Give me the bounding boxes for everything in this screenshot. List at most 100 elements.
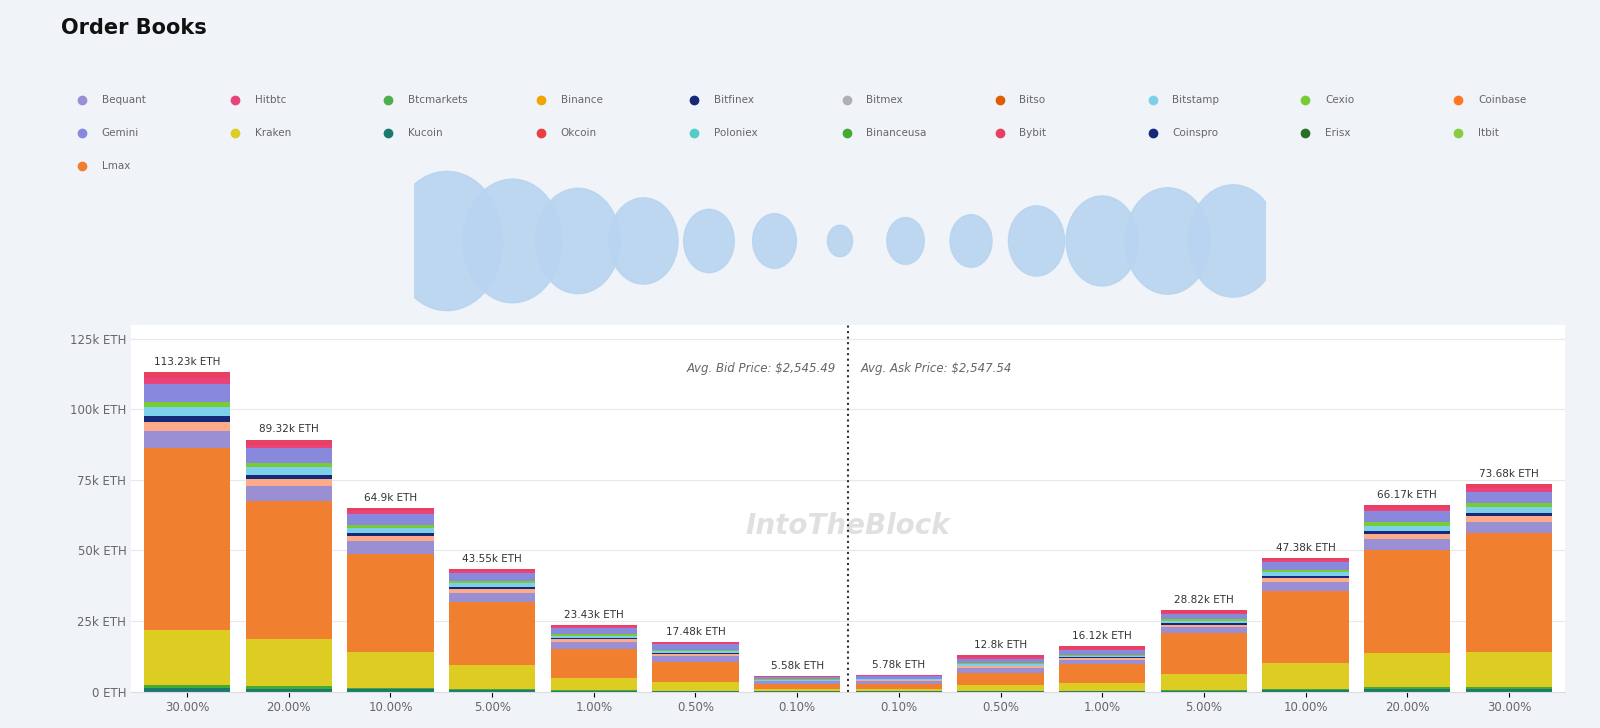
Bar (144, 422, 230, 430)
Bar (1466, 522, 1552, 533)
Bar (653, 662, 739, 682)
Bar (450, 690, 536, 692)
Ellipse shape (390, 171, 502, 311)
Bar (245, 448, 333, 463)
Text: Bybit: Bybit (1019, 128, 1046, 138)
Bar (653, 654, 739, 656)
Bar (450, 571, 536, 573)
Bar (144, 416, 230, 422)
Bar (1363, 687, 1451, 689)
Bar (653, 656, 739, 662)
Bar (450, 665, 536, 689)
Bar (957, 659, 1043, 663)
Bar (856, 676, 942, 678)
Text: 73.68k ETH: 73.68k ETH (1478, 469, 1539, 478)
Text: 16.12k ETH: 16.12k ETH (1072, 631, 1133, 641)
Bar (1262, 578, 1349, 582)
Bar (347, 541, 434, 554)
Bar (450, 587, 536, 589)
Text: 23.43k ETH: 23.43k ETH (563, 610, 624, 620)
Text: 28.82k ETH: 28.82k ETH (1174, 596, 1234, 605)
Text: Bitfinex: Bitfinex (714, 95, 754, 105)
Bar (1466, 516, 1552, 522)
Bar (450, 602, 536, 665)
Bar (754, 681, 840, 684)
Bar (1262, 591, 1349, 662)
Text: Btcmarkets: Btcmarkets (408, 95, 467, 105)
Bar (1262, 561, 1349, 569)
Text: Erisx: Erisx (1325, 128, 1350, 138)
Bar (245, 478, 333, 486)
Bar (1160, 620, 1246, 621)
Bar (1059, 656, 1146, 657)
Text: Cexio: Cexio (1325, 95, 1355, 105)
Text: Order Books: Order Books (61, 18, 206, 38)
Bar (1466, 488, 1552, 491)
Bar (550, 678, 637, 690)
Bar (347, 554, 434, 652)
Text: Bitso: Bitso (1019, 95, 1045, 105)
Bar (1160, 674, 1246, 690)
Text: Coinspro: Coinspro (1173, 128, 1218, 138)
Bar (1059, 683, 1146, 691)
Bar (1160, 613, 1246, 614)
Bar (1466, 687, 1552, 689)
Bar (1262, 689, 1349, 690)
Bar (957, 668, 1043, 673)
Bar (653, 643, 739, 644)
Bar (1059, 649, 1146, 650)
Ellipse shape (1189, 185, 1278, 297)
Bar (1363, 531, 1451, 534)
Bar (347, 525, 434, 528)
Ellipse shape (1008, 206, 1064, 276)
Text: 47.38k ETH: 47.38k ETH (1275, 543, 1336, 553)
Bar (1466, 483, 1552, 488)
Bar (957, 667, 1043, 668)
Bar (653, 650, 739, 652)
Bar (754, 677, 840, 679)
Ellipse shape (827, 225, 853, 257)
Bar (1363, 509, 1451, 511)
Bar (1059, 646, 1146, 649)
Bar (1160, 628, 1246, 633)
Text: Okcoin: Okcoin (560, 128, 597, 138)
Bar (1466, 513, 1552, 516)
Bar (1160, 610, 1246, 613)
Ellipse shape (950, 215, 992, 267)
Bar (245, 475, 333, 478)
Bar (347, 513, 434, 525)
Ellipse shape (462, 179, 562, 303)
Bar (1363, 511, 1451, 522)
Bar (653, 682, 739, 691)
Bar (653, 653, 739, 654)
Bar (1262, 576, 1349, 578)
Text: Bequant: Bequant (102, 95, 146, 105)
Bar (957, 655, 1043, 657)
Ellipse shape (1066, 196, 1138, 286)
Ellipse shape (536, 189, 621, 293)
Ellipse shape (683, 210, 734, 272)
Bar (550, 638, 637, 639)
Bar (347, 536, 434, 541)
Bar (1262, 560, 1349, 561)
Text: 113.23k ETH: 113.23k ETH (154, 357, 221, 367)
Bar (1262, 558, 1349, 560)
Bar (653, 644, 739, 650)
Bar (347, 652, 434, 687)
Bar (1363, 522, 1451, 526)
Bar (957, 664, 1043, 666)
Bar (1059, 658, 1146, 660)
Bar (1363, 534, 1451, 539)
Bar (1363, 539, 1451, 550)
Text: Itbit: Itbit (1478, 128, 1499, 138)
Bar (450, 573, 536, 581)
Ellipse shape (1125, 188, 1210, 294)
Bar (144, 379, 230, 384)
Bar (957, 685, 1043, 691)
Bar (450, 583, 536, 587)
Bar (144, 630, 230, 684)
Bar (1059, 660, 1146, 665)
Bar (550, 691, 637, 692)
Text: IntoTheBlock: IntoTheBlock (746, 513, 950, 540)
Text: 12.8k ETH: 12.8k ETH (974, 641, 1027, 650)
